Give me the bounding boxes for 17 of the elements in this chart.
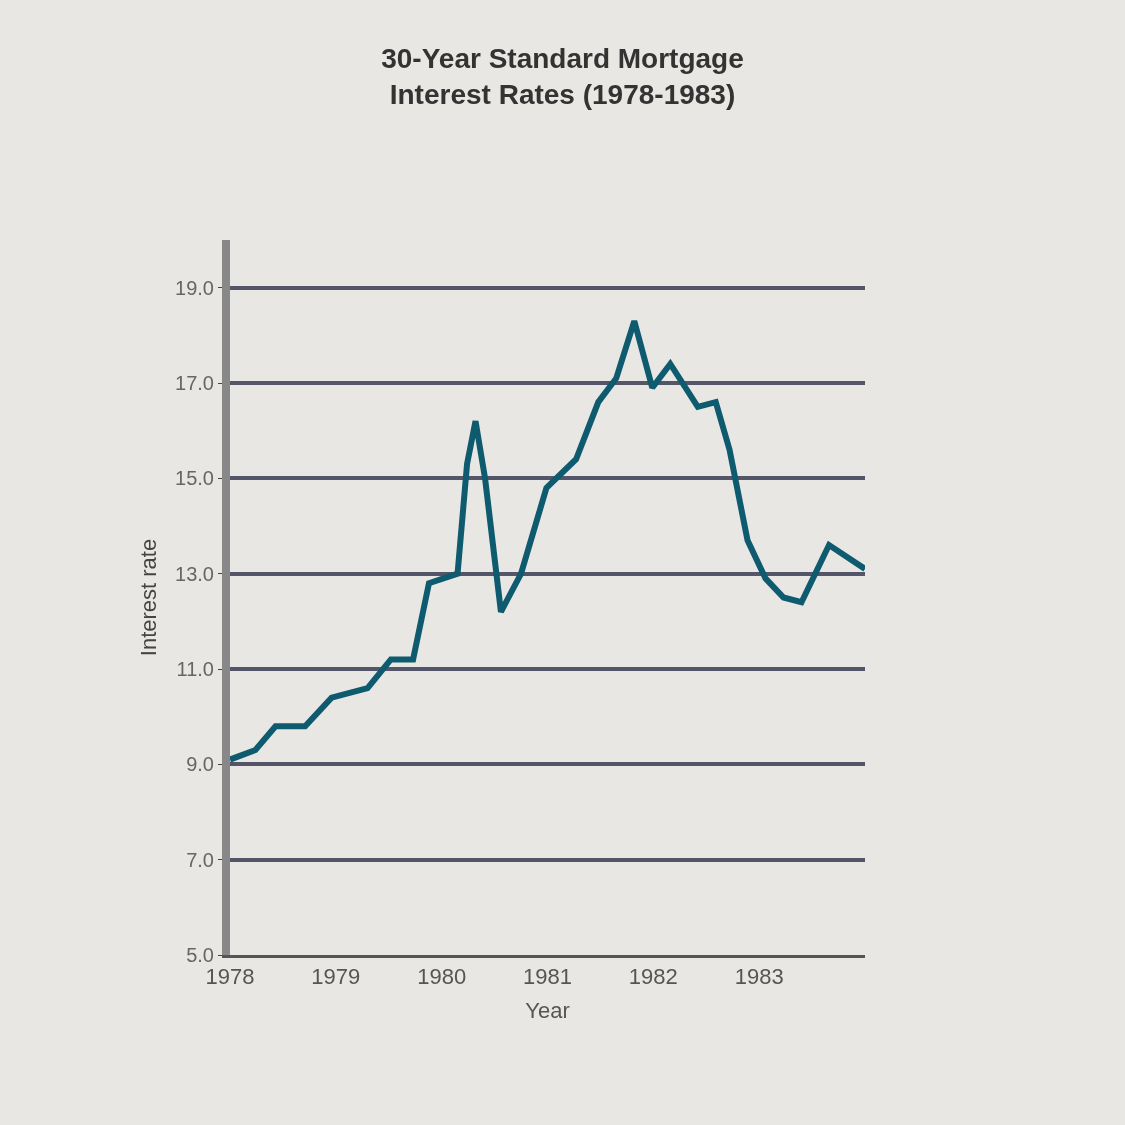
chart-title: 30-Year Standard Mortgage Interest Rates (1978-1983)	[381, 42, 744, 110]
y-tick-label: 19.0	[175, 276, 214, 299]
x-tick-label: 1981	[523, 964, 572, 990]
y-tick-label: 13.0	[175, 562, 214, 585]
y-tick-label: 9.0	[186, 753, 214, 776]
y-tick-label: 17.0	[175, 372, 214, 394]
y-tick-label: 15.0	[175, 467, 214, 490]
x-tick-label: 1983	[734, 964, 784, 990]
x-tick-label: 1979	[311, 964, 361, 990]
x-tick-label: 1978	[205, 964, 255, 990]
y-tick-label: 7.0	[186, 848, 214, 871]
y-axis-title: Interest rate	[136, 538, 162, 657]
x-axis-title: Year	[525, 998, 570, 1024]
y-tick-label: 11.0	[176, 658, 214, 680]
x-tick-label: 1980	[417, 964, 467, 990]
y-tick-label: 5.0	[186, 944, 214, 966]
x-tick-label: 1982	[628, 964, 678, 990]
